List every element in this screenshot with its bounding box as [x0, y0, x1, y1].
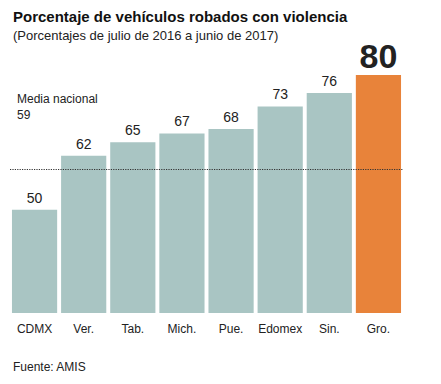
svg-text:Pue.: Pue. — [219, 322, 244, 336]
svg-text:59: 59 — [17, 108, 31, 122]
svg-text:80: 80 — [360, 37, 398, 75]
svg-text:50: 50 — [27, 190, 43, 206]
svg-text:Sin.: Sin. — [319, 322, 340, 336]
svg-text:Gro.: Gro. — [367, 322, 390, 336]
svg-text:Fuente: AMIS: Fuente: AMIS — [13, 360, 86, 374]
svg-text:65: 65 — [125, 122, 141, 138]
svg-text:Tab.: Tab. — [121, 322, 144, 336]
svg-text:CDMX: CDMX — [17, 322, 52, 336]
svg-text:62: 62 — [76, 136, 92, 152]
svg-text:Porcentaje de vehículos robado: Porcentaje de vehículos robados con viol… — [13, 8, 348, 25]
svg-text:Edomex: Edomex — [258, 322, 302, 336]
svg-text:76: 76 — [322, 73, 338, 89]
svg-text:68: 68 — [223, 109, 239, 125]
svg-text:73: 73 — [272, 86, 288, 102]
svg-text:(Porcentajes de julio de 2016: (Porcentajes de julio de 2016 a junio de… — [13, 28, 278, 43]
svg-text:Media nacional: Media nacional — [17, 92, 98, 106]
svg-text:67: 67 — [174, 113, 190, 129]
svg-text:Ver.: Ver. — [73, 322, 94, 336]
svg-text:Mich.: Mich. — [168, 322, 197, 336]
